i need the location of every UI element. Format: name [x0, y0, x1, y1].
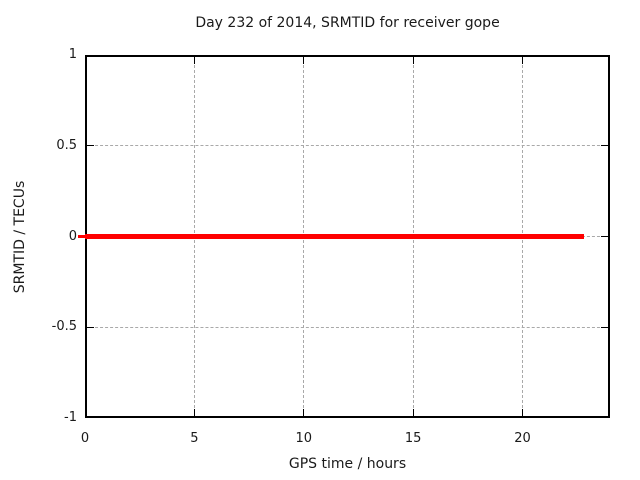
x-tick-top-5: [193, 57, 195, 64]
plot-area: 0 5 10 15 20 1 0.5 0 -0.5 -1: [52, 47, 610, 446]
x-tick-bottom-5: [193, 409, 195, 416]
x-tick-bottom-20: [522, 409, 523, 416]
y-tick-right-0.5: [601, 145, 608, 147]
y-tick-right--0.5: [601, 326, 608, 328]
y-tick-label-0: 0: [68, 228, 77, 244]
x-tick-label-10: 10: [295, 431, 313, 446]
y-tick-left--0.5: [87, 326, 94, 328]
x-axis-title: GPS time / hours: [288, 456, 407, 472]
x-tick-top-15: [412, 57, 414, 64]
y-tick-label-1: 1: [68, 47, 77, 62]
gridline-y-0.5: [85, 145, 610, 147]
y-tick-right-0: [601, 236, 608, 237]
x-tick-top-10: [303, 57, 305, 64]
x-tick-label-0: 0: [80, 431, 90, 446]
series-line-srmtid: [85, 234, 584, 239]
y-tick-label--0.5: -0.5: [51, 319, 77, 335]
y-tick-label--1: -1: [64, 410, 77, 425]
y-tick-label-0.5: 0.5: [56, 137, 77, 153]
x-tick-top-20: [522, 57, 523, 64]
series-line-left-notch: [78, 235, 87, 238]
gridline-y--0.5: [85, 326, 610, 328]
x-tick-bottom-10: [303, 409, 305, 416]
x-tick-label-20: 20: [514, 431, 531, 446]
y-tick-left-0.5: [87, 145, 94, 147]
x-tick-label-15: 15: [404, 431, 422, 446]
chart-title: Day 232 of 2014, SRMTID for receiver gop…: [195, 15, 500, 31]
x-tick-bottom-15: [412, 409, 414, 416]
x-tick-label-5: 5: [190, 431, 199, 446]
